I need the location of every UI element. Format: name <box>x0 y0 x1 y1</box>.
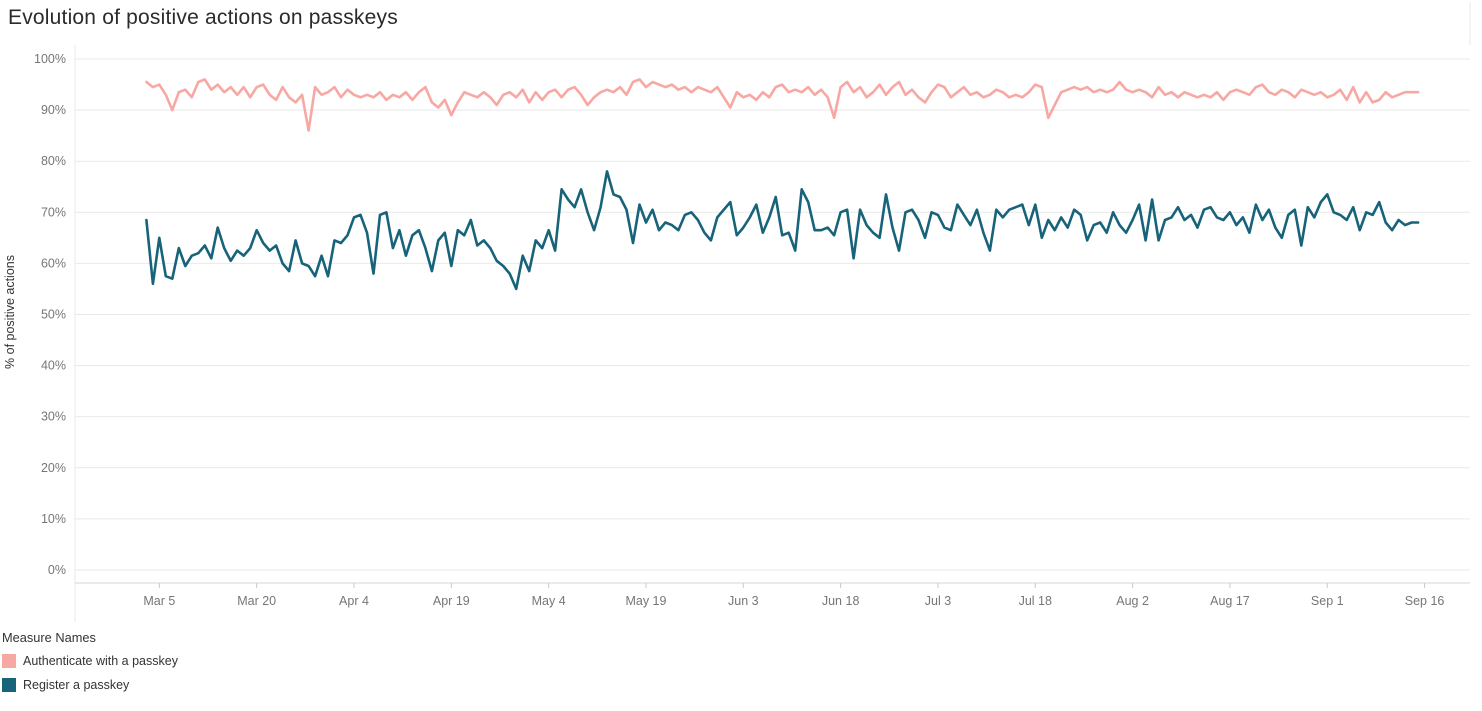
y-axis-tick-label: 0% <box>48 563 66 577</box>
x-axis-tick-label: Jul 18 <box>1019 594 1052 608</box>
x-axis-tick-label: May 4 <box>532 594 566 608</box>
x-axis-tick-label: Sep 16 <box>1405 594 1445 608</box>
legend-items: Authenticate with a passkey Register a pa… <box>2 654 178 692</box>
legend-title: Measure Names <box>2 630 96 645</box>
y-axis-tick-label: 10% <box>41 512 66 526</box>
x-axis-tick-label: Jun 18 <box>822 594 860 608</box>
legend-item-authenticate[interactable]: Authenticate with a passkey <box>2 654 178 668</box>
legend-label: Register a passkey <box>23 678 130 692</box>
y-axis-tick-label: 80% <box>41 154 66 168</box>
legend-swatch-register <box>2 678 16 692</box>
x-axis-tick-label: Sep 1 <box>1311 594 1344 608</box>
y-axis-tick-label: 50% <box>41 308 66 322</box>
x-axis-tick-label: Aug 17 <box>1210 594 1250 608</box>
y-axis-tick-label: 60% <box>41 256 66 270</box>
x-axis-tick-label: Apr 19 <box>433 594 470 608</box>
x-axis-tick-label: Jun 3 <box>728 594 759 608</box>
y-axis-title: % of positive actions <box>3 255 17 369</box>
x-axis-tick-label: Apr 4 <box>339 594 369 608</box>
x-axis-tick-label: Aug 2 <box>1116 594 1149 608</box>
legend-swatch-authenticate <box>2 654 16 668</box>
line-chart: 0% 10% 20% 30% 40% 50% 60% 70% 80% 90% 100% Mar 5 Ma… <box>3 2 1471 622</box>
y-axis-tick-label: 70% <box>41 205 66 219</box>
x-axis-tick-label: Jul 3 <box>925 594 951 608</box>
x-axis-tick-label: Mar 5 <box>143 594 175 608</box>
x-axis-tick-label: Mar 20 <box>237 594 276 608</box>
legend-item-register[interactable]: Register a passkey <box>2 678 178 692</box>
y-axis-tick-label: 30% <box>41 410 66 424</box>
y-axis-tick-label: 100% <box>34 52 66 66</box>
series-line-register[interactable] <box>145 170 1420 291</box>
x-axis-tick-label: May 19 <box>625 594 666 608</box>
chart-title: Evolution of positive actions on passkey… <box>8 6 398 29</box>
legend-label: Authenticate with a passkey <box>23 654 178 668</box>
y-axis-tick-label: 40% <box>41 359 66 373</box>
y-axis-tick-label: 90% <box>41 103 66 117</box>
y-axis-tick-label: 20% <box>41 461 66 475</box>
series-line-authenticate[interactable] <box>145 78 1420 132</box>
legend: Measure Names Authenticate with a passke… <box>2 630 178 702</box>
